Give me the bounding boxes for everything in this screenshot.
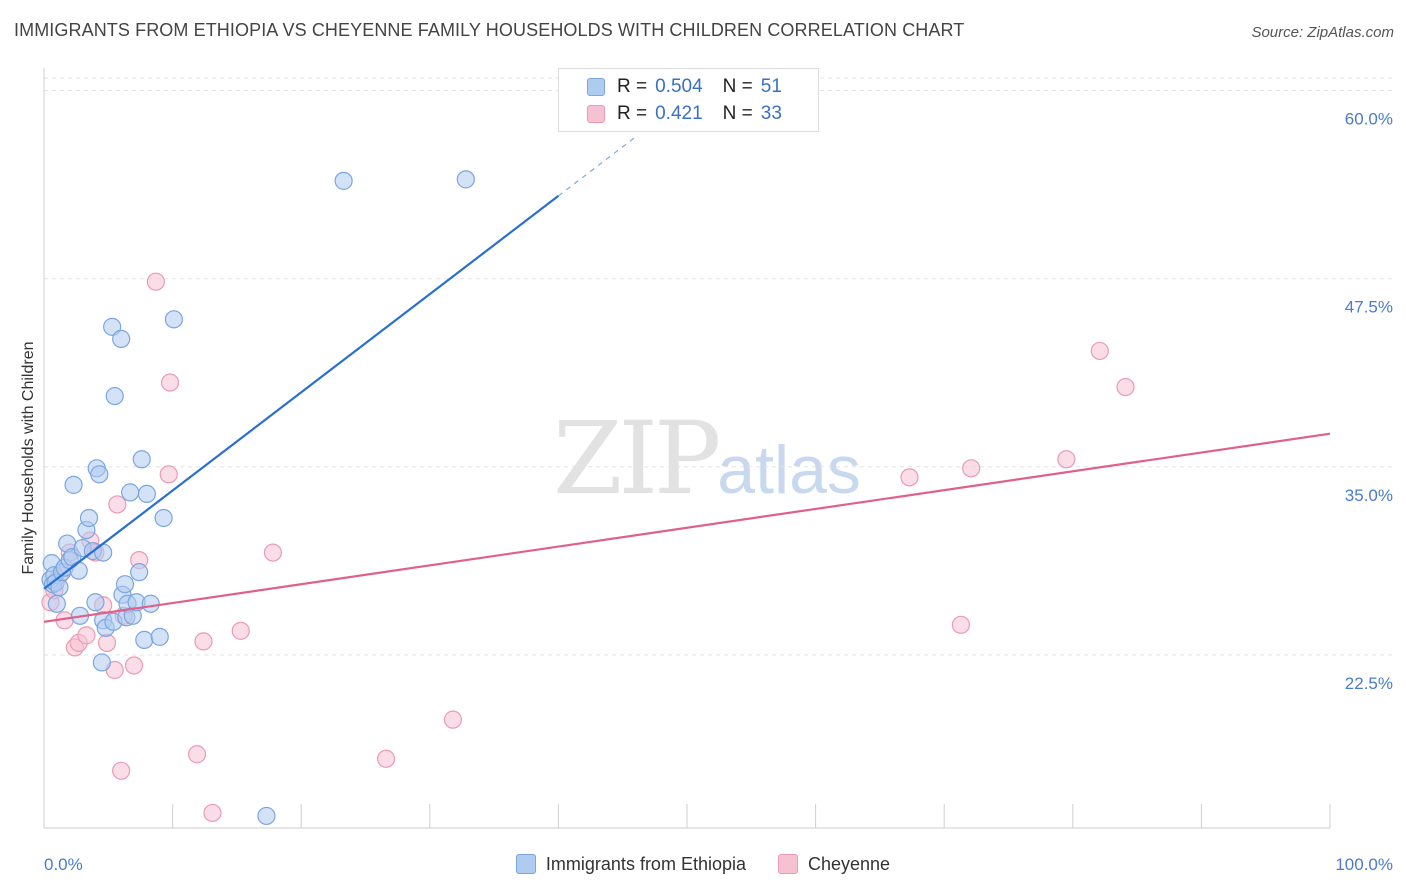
cheyenne-point — [194, 632, 213, 651]
legend-label: Cheyenne — [808, 853, 891, 874]
x-tick-labels: 0.0% 100.0% — [44, 855, 1393, 874]
legend-swatch-pink — [587, 105, 605, 123]
ethiopia-point — [456, 170, 475, 189]
ethiopia-point — [257, 806, 276, 826]
cheyenne-point — [231, 621, 250, 640]
cheyenne-point — [159, 465, 178, 484]
trend-lines — [43, 136, 1331, 623]
legend-item-cheyenne[interactable]: Cheyenne — [778, 854, 890, 875]
ethiopia-point — [112, 329, 131, 348]
chart-title: IMMIGRANTS FROM ETHIOPIA VS CHEYENNE FAM… — [14, 20, 965, 40]
ethiopia-point — [79, 508, 99, 528]
watermark: ZIPatlas — [553, 400, 861, 517]
y-tick-labels: 22.5% 35.0% 47.5% 60.0% — [1345, 110, 1393, 693]
ethiopia-trend-extension — [558, 136, 636, 197]
cheyenne-point — [77, 626, 96, 645]
cheyenne-point — [1090, 341, 1109, 361]
ethiopia-point — [130, 563, 149, 582]
y-tick-label: 47.5% — [1345, 298, 1393, 317]
ethiopia-point — [86, 593, 105, 612]
ethiopia-point — [121, 483, 140, 502]
y-tick-label: 60.0% — [1345, 110, 1393, 129]
cheyenne-point — [187, 745, 207, 764]
watermark-zip: ZIP — [553, 400, 721, 517]
cheyenne-point — [1116, 377, 1135, 397]
grid-lines — [44, 77, 1393, 656]
ethiopia-point — [135, 630, 154, 649]
legend-swatch-blue — [515, 854, 536, 874]
cheyenne-point — [962, 459, 981, 478]
cheyenne-point — [263, 543, 283, 562]
ethiopia-point — [150, 627, 169, 646]
r-label: R = — [617, 76, 648, 97]
watermark-atlas: atlas — [717, 432, 861, 508]
ethiopia-point — [105, 386, 124, 406]
cheyenne-point — [376, 749, 396, 768]
series-cheyenne-points — [41, 272, 1135, 823]
ethiopia-point — [154, 508, 173, 528]
cheyenne-point — [1057, 450, 1076, 469]
cheyenne-point — [108, 495, 127, 514]
source-label: Source: ZipAtlas.com — [1251, 24, 1394, 41]
series-ethiopia-points — [41, 170, 475, 826]
cheyenne-point — [900, 468, 919, 487]
n-label: N = — [722, 76, 753, 97]
ethiopia-point — [103, 317, 122, 336]
r-value: 0.504 — [655, 76, 703, 97]
ethiopia-point — [141, 594, 160, 613]
ethiopia-point — [137, 484, 156, 504]
legend-item-ethiopia[interactable]: Immigrants from Ethiopia — [515, 853, 746, 875]
ethiopia-trend-line — [43, 195, 560, 590]
ethiopia-point — [334, 171, 353, 190]
n-value: 51 — [760, 76, 782, 97]
cheyenne-point — [443, 710, 463, 729]
cheyenne-point — [146, 272, 165, 291]
n-label: N = — [722, 103, 753, 124]
ethiopia-point — [90, 465, 109, 484]
legend-label: Immigrants from Ethiopia — [545, 853, 746, 874]
cheyenne-trend-line — [43, 432, 1331, 623]
cheyenne-point — [160, 373, 180, 392]
ethiopia-point — [47, 594, 66, 613]
ethiopia-point — [132, 450, 151, 469]
ethiopia-point — [92, 653, 111, 672]
stats-legend: R = 0.504 N = 51 R = 0.421 N = 33 — [558, 68, 819, 132]
cheyenne-point — [203, 803, 222, 823]
ethiopia-point — [164, 310, 183, 329]
legend-swatch-blue — [587, 78, 605, 96]
ethiopia-point — [69, 561, 88, 580]
x-tick-label: 100.0% — [1335, 855, 1393, 874]
stats-legend-row-ethiopia: R = 0.504 N = 51 — [587, 75, 782, 99]
n-value: 33 — [760, 103, 782, 124]
cheyenne-point — [97, 633, 117, 652]
ethiopia-point — [115, 575, 135, 594]
series-legend: Immigrants from Ethiopia Cheyenne — [0, 851, 1406, 877]
axes — [43, 68, 1331, 829]
ethiopia-point — [64, 475, 83, 494]
r-label: R = — [617, 103, 648, 124]
cheyenne-point — [951, 615, 971, 634]
legend-swatch-pink — [778, 854, 798, 874]
y-axis-label: Family Households with Children — [20, 342, 37, 575]
stats-legend-row-cheyenne: R = 0.421 N = 33 — [587, 102, 782, 126]
r-value: 0.421 — [655, 103, 703, 124]
y-tick-label: 35.0% — [1345, 486, 1393, 505]
y-tick-label: 22.5% — [1345, 674, 1393, 693]
ethiopia-point — [94, 543, 113, 562]
cheyenne-point — [124, 656, 144, 675]
x-tick-label: 0.0% — [44, 855, 83, 874]
cheyenne-point — [112, 761, 131, 780]
